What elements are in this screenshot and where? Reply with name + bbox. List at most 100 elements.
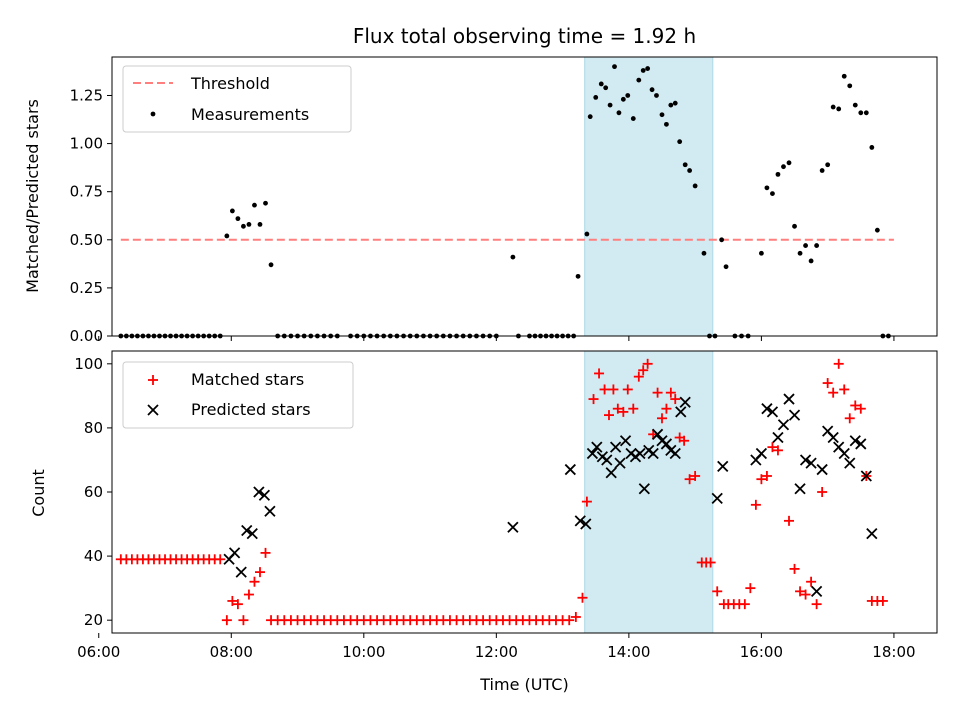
predicted-point-b (711, 492, 723, 505)
y-tick-label-0: 0.75 (70, 183, 103, 201)
predicted-point (647, 447, 659, 460)
matched-point (817, 487, 828, 497)
measurement-point (719, 237, 725, 243)
predicted-point-b (833, 441, 845, 453)
bottom-y-axis-label: Count (29, 469, 48, 517)
x-tick-label: 14:00 (607, 643, 650, 661)
matched-point (603, 410, 614, 421)
measurement-point (616, 110, 622, 116)
legend-measurements-label: Measurements (191, 105, 309, 124)
y-tick-label-1: 40 (84, 547, 103, 565)
measurement-point (630, 116, 636, 121)
predicted-point (634, 447, 646, 460)
predicted-point (838, 447, 850, 460)
predicted-point-b (586, 447, 599, 460)
y-tick-label-0: 1.00 (70, 135, 103, 153)
predicted-point-b (253, 486, 265, 498)
legend-predicted-marker (147, 404, 159, 416)
series-1-1 (223, 393, 878, 597)
predicted-point-b (564, 463, 576, 476)
legend-predicted-b (147, 404, 159, 416)
x-tick-label: 16:00 (740, 643, 783, 661)
matched-point (844, 413, 855, 424)
top-legend: Threshold Measurements (122, 65, 352, 133)
measurement-point (797, 250, 803, 256)
predicted-point-b (844, 457, 856, 469)
measurement-point (640, 68, 646, 73)
measurement-point (593, 95, 599, 100)
matched-point (564, 615, 575, 626)
matched-point (652, 387, 663, 398)
predicted-point (810, 585, 823, 597)
measurement-point (830, 104, 836, 110)
matched-point (705, 557, 716, 568)
predicted-point (564, 463, 576, 476)
measurement-point (687, 168, 693, 173)
top-y-axis-label: Matched/Predicted stars (23, 99, 42, 293)
predicted-point (638, 483, 650, 495)
measurement-point (841, 73, 847, 79)
matched-point (811, 599, 822, 610)
measurement-point (620, 96, 626, 102)
predicted-point-b (822, 425, 834, 437)
predicted-point-b (816, 463, 828, 476)
top-legend-frame (122, 65, 352, 133)
legend-measurements-swatch (150, 111, 156, 117)
predicted-point-b (755, 447, 768, 460)
predicted-point-b (246, 528, 258, 540)
predicted-point-b (638, 483, 650, 495)
y-tick-label-0: 0.00 (70, 327, 103, 345)
matched-point (221, 615, 232, 626)
measurement-point (510, 254, 516, 260)
matched-point (599, 384, 610, 395)
measurement-point (869, 145, 875, 150)
predicted-point (679, 396, 691, 408)
measurement-point (575, 273, 581, 279)
predicted-point-b (761, 403, 773, 415)
predicted-point-b (601, 454, 613, 466)
matched-point (679, 435, 690, 446)
matched-point (657, 413, 667, 424)
measurement-point (584, 231, 590, 237)
measurement-point (636, 77, 642, 83)
predicted-point (601, 454, 613, 466)
measurement-point (836, 106, 842, 112)
measurement-point (758, 250, 764, 256)
predicted-point (591, 441, 603, 453)
predicted-point-b (605, 467, 617, 479)
measurement-point (701, 250, 707, 256)
legend-predicted-label: Predicted stars (191, 400, 311, 419)
predicted-point-b (855, 438, 867, 450)
predicted-point-b (634, 447, 646, 460)
matched-point (772, 445, 783, 456)
matched-point (608, 384, 619, 395)
matched-point (260, 547, 271, 558)
observing-span-0 (584, 56, 714, 337)
predicted-point-b (591, 441, 603, 453)
measurement-point (803, 243, 808, 248)
matched-point (800, 589, 811, 600)
predicted-point (241, 524, 253, 537)
predicted-point-b (675, 406, 687, 418)
measurement-point (781, 164, 786, 170)
measurement-point (645, 66, 651, 71)
matched-point (594, 368, 605, 379)
predicted-point (228, 547, 241, 559)
legend-threshold-label: Threshold (190, 74, 270, 93)
matched-point (767, 442, 778, 453)
measurement-point (654, 93, 659, 98)
predicted-point-b (647, 447, 659, 460)
predicted-point (844, 457, 856, 469)
measurement-point (723, 264, 729, 270)
x-tick-label: 10:00 (342, 643, 385, 661)
predicted-point (788, 409, 801, 421)
matched-point (612, 403, 623, 414)
matched-point (254, 567, 265, 578)
predicted-point (258, 489, 271, 501)
matched-point (833, 358, 844, 369)
matched-point (877, 595, 888, 606)
predicted-point (253, 486, 265, 498)
predicted-point-b (827, 431, 839, 444)
matched-point (581, 496, 592, 507)
predicted-point-b (866, 528, 878, 540)
